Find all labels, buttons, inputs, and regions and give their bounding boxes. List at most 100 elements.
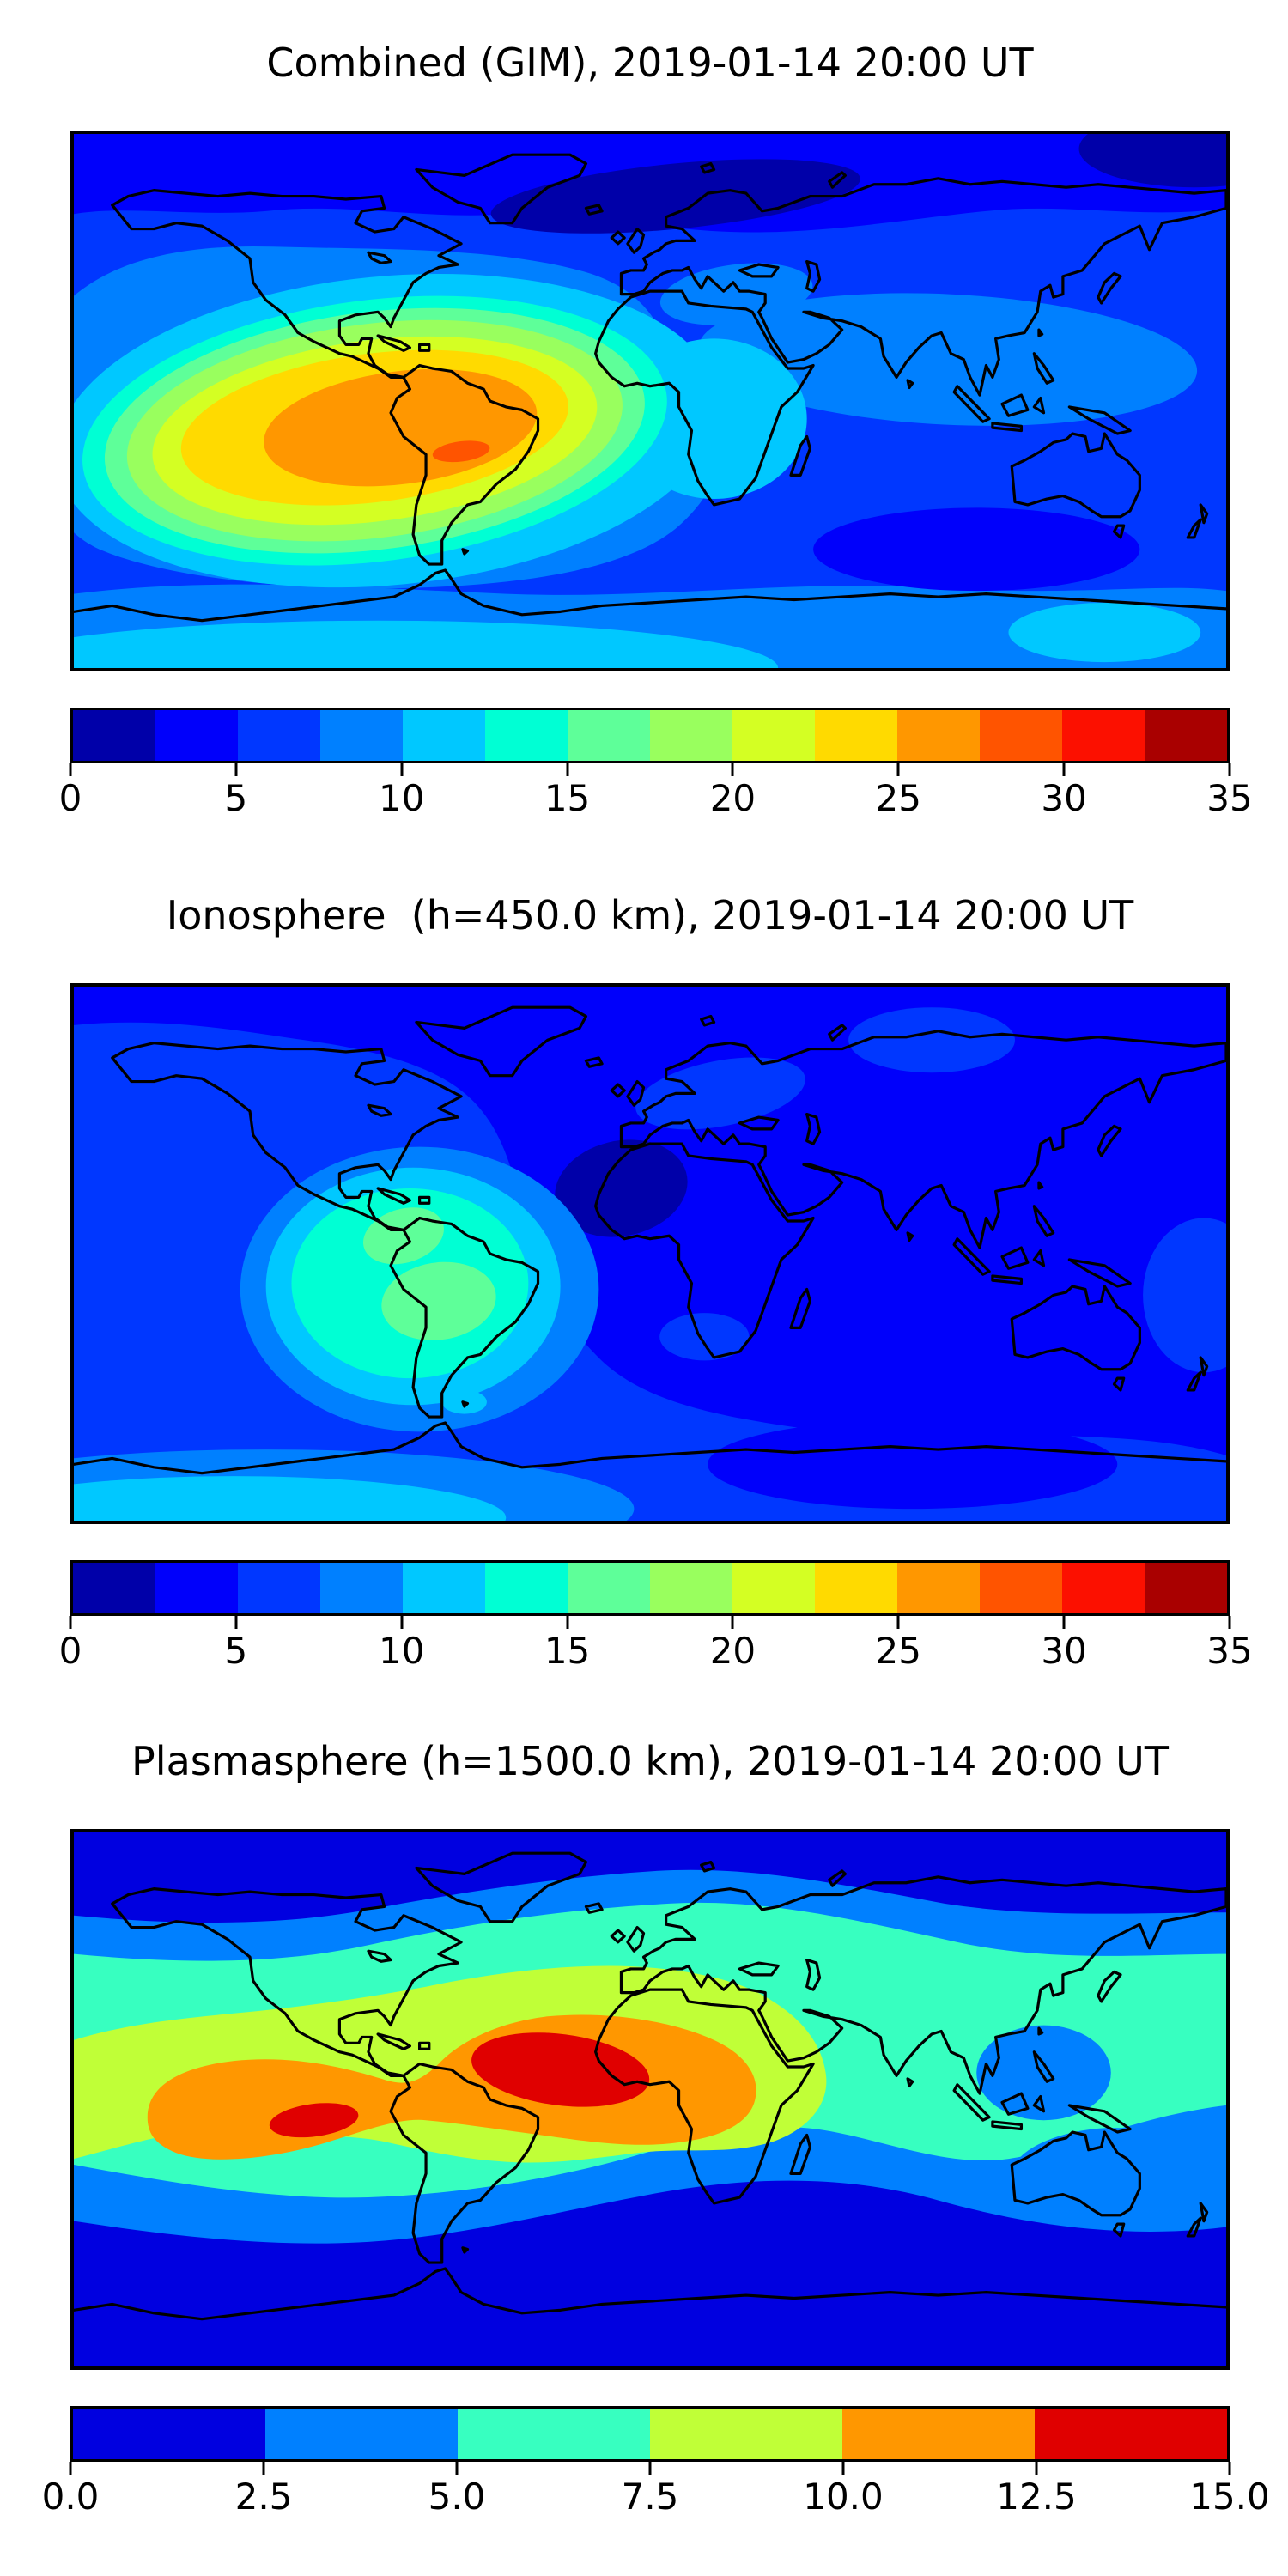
- contour-level-0-ne-corner: [1078, 134, 1226, 188]
- contour-level-6-lobe-central: [381, 1261, 496, 1340]
- colorbar-segment: [568, 1563, 650, 1613]
- combined-map: [70, 131, 1230, 671]
- combined-contour-plot: [74, 134, 1226, 668]
- panel-plasmasphere: Plasmasphere (h=1500.0 km), 2019-01-14 2…: [42, 1733, 1270, 2540]
- colorbar-segment: [732, 1563, 815, 1613]
- colorbar-tick-mark: [234, 1616, 238, 1629]
- colorbar-tick-label: 0: [58, 777, 82, 819]
- colorbar-tick-mark: [262, 2462, 265, 2475]
- colorbar-tick-mark: [400, 763, 404, 776]
- contour-level-2-siberia-oval: [848, 1007, 1015, 1073]
- colorbar-segment: [485, 710, 568, 761]
- colorbar-tick-mark: [69, 1616, 72, 1629]
- contour-level-6-lobe-nw: [362, 1207, 444, 1265]
- colorbar-tick-mark: [566, 1616, 569, 1629]
- plasmasphere-contour-plot: [74, 1832, 1226, 2366]
- colorbar-segment: [155, 1563, 238, 1613]
- colorbar-segment: [650, 2409, 842, 2459]
- contour-level-0-polar-min: [490, 159, 860, 234]
- contour-level-4-bottom-right: [1008, 602, 1201, 663]
- colorbar-ticks: 0.0 2.5 5.0 7.5 10.0 12.5 15.0: [42, 2462, 1270, 2539]
- colorbar-gradient: [70, 2406, 1230, 2462]
- colorbar-tick-label: 15: [544, 777, 591, 819]
- colorbar-tick-mark: [566, 763, 569, 776]
- colorbar-tick-mark: [1228, 1616, 1231, 1629]
- panel-ionosphere: Ionosphere (h=450.0 km), 2019-01-14 20:0…: [59, 887, 1253, 1694]
- colorbar-tick-label: 2.5: [234, 2476, 293, 2518]
- colorbar-tick-label: 0.0: [41, 2476, 100, 2518]
- plasmasphere-map: [70, 1829, 1230, 2370]
- colorbar-segment: [650, 710, 732, 761]
- contour-level-4-africa: [621, 338, 807, 500]
- contour-level-1-australia-patch: [1012, 2128, 1178, 2202]
- colorbar-tick-mark: [896, 763, 900, 776]
- colorbar-tick-mark: [1035, 2462, 1038, 2475]
- colorbar-segment: [485, 1563, 568, 1613]
- colorbar-segment: [815, 710, 897, 761]
- colorbar-tick-label: 10: [378, 1630, 425, 1672]
- contour-level-4-antarctic-patch: [74, 1476, 507, 1521]
- contour-level-5-peak-atlantic: [471, 2032, 650, 2107]
- colorbar-segment: [1145, 1563, 1227, 1613]
- contour-level-2-europe-oval: [635, 1057, 805, 1130]
- colorbar-tick-label: 20: [709, 777, 756, 819]
- ionosphere-map: [70, 983, 1230, 1524]
- colorbar-tick-label: 25: [875, 777, 922, 819]
- colorbar-tick-label: 5: [224, 777, 248, 819]
- colorbar-segment: [650, 1563, 732, 1613]
- contour-level-11-peak: [432, 440, 490, 463]
- contour-level-1-south-indian-low: [813, 507, 1140, 592]
- colorbar-tick-mark: [731, 1616, 734, 1629]
- colorbar-gradient: [70, 708, 1230, 763]
- contour-level-3-south-asia: [698, 293, 1198, 426]
- colorbar-tick-label: 25: [875, 1630, 922, 1672]
- plasmasphere-title: Plasmasphere (h=1500.0 km), 2019-01-14 2…: [131, 1738, 1169, 1784]
- colorbar-segment: [842, 2409, 1035, 2459]
- colorbar-segment: [403, 1563, 485, 1613]
- colorbar-tick-label: 10: [378, 777, 425, 819]
- colorbar-segment: [1062, 710, 1145, 761]
- colorbar-segment: [897, 710, 980, 761]
- colorbar-tick-mark: [896, 1616, 900, 1629]
- contour-level-1-philippines-low: [976, 2025, 1111, 2121]
- contour-layers-combined: [74, 134, 1226, 668]
- colorbar-segment: [1062, 1563, 1145, 1613]
- colorbar-tick-mark: [648, 2462, 652, 2475]
- contour-level-5-peak-pacific: [269, 2103, 359, 2138]
- contour-layers-plasmasphere: [74, 1832, 1226, 2366]
- colorbar-gradient: [70, 1560, 1230, 1616]
- plasmasphere-colorbar: 0.0 2.5 5.0 7.5 10.0 12.5 15.0: [42, 2406, 1270, 2539]
- colorbar-tick-label: 30: [1041, 777, 1087, 819]
- colorbar-segment: [732, 710, 815, 761]
- colorbar-segment: [155, 710, 238, 761]
- colorbar-tick-label: 15: [544, 1630, 591, 1672]
- ionosphere-title: Ionosphere (h=450.0 km), 2019-01-14 20:0…: [166, 892, 1134, 939]
- colorbar-tick-mark: [234, 763, 238, 776]
- colorbar-segment: [568, 710, 650, 761]
- colorbar-tick-mark: [69, 763, 72, 776]
- colorbar-segment: [73, 1563, 155, 1613]
- colorbar-tick-mark: [400, 1616, 404, 1629]
- colorbar-tick-label: 35: [1206, 777, 1253, 819]
- colorbar-segment: [238, 1563, 320, 1613]
- combined-title: Combined (GIM), 2019-01-14 20:00 UT: [266, 39, 1034, 86]
- colorbar-tick-mark: [731, 763, 734, 776]
- panel-combined: Combined (GIM), 2019-01-14 20:00 UT: [59, 34, 1253, 841]
- contour-level-1-south-oval: [708, 1419, 1118, 1510]
- colorbar-tick-mark: [841, 2462, 845, 2475]
- colorbar-segment: [897, 1563, 980, 1613]
- colorbar-tick-mark: [1228, 2462, 1231, 2475]
- colorbar-tick-mark: [1062, 1616, 1066, 1629]
- colorbar-tick-label: 0: [58, 1630, 82, 1672]
- colorbar-segment: [73, 710, 155, 761]
- colorbar-segment: [980, 1563, 1062, 1613]
- colorbar-tick-label: 5: [224, 1630, 248, 1672]
- colorbar-tick-mark: [1228, 763, 1231, 776]
- colorbar-tick-label: 12.5: [996, 2476, 1077, 2518]
- colorbar-tick-label: 10.0: [803, 2476, 884, 2518]
- colorbar-tick-label: 7.5: [621, 2476, 679, 2518]
- colorbar-tick-label: 5.0: [428, 2476, 486, 2518]
- colorbar-segment: [238, 710, 320, 761]
- colorbar-segment: [265, 2409, 458, 2459]
